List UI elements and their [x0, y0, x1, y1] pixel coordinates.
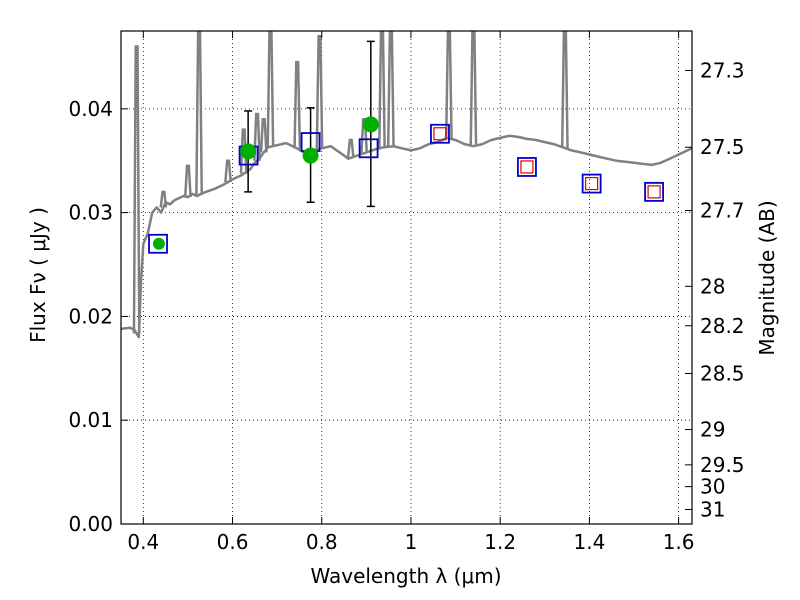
x-tick-label: 0.8	[306, 530, 338, 554]
sed-spike	[259, 117, 268, 153]
y2-tick-label: 27.3	[700, 58, 745, 82]
sed-spike	[444, 31, 453, 139]
sed-spike	[183, 164, 192, 198]
y2-tick-label: 28	[700, 274, 725, 298]
observed-flux-point	[152, 237, 165, 250]
observed-flux-point	[302, 147, 319, 164]
model-photometry-inner-square	[520, 160, 534, 174]
plot-frame	[120, 30, 693, 525]
y-axis-label: Flux Fν ( μJy )	[26, 207, 50, 343]
x-tick-label: 1.4	[573, 530, 605, 554]
y2-tick-label: 27.5	[700, 135, 745, 159]
y2-tick-label: 28.2	[700, 314, 745, 338]
x-tick-label: 0.4	[127, 530, 159, 554]
x-tick-label: 1.2	[484, 530, 516, 554]
y-tick-label: 0.04	[68, 97, 113, 121]
y-tick-label: 0.01	[68, 408, 113, 432]
y2-tick-label: 30	[700, 475, 725, 499]
x-tick-label: 0.6	[217, 530, 249, 554]
x-tick-label: 1.6	[663, 530, 695, 554]
sed-spike	[293, 60, 302, 149]
sed-spike	[560, 31, 569, 149]
sed-spike	[378, 31, 386, 148]
model-photometry-square	[148, 233, 168, 254]
y2-tick-label: 28.5	[700, 362, 745, 386]
sed-spike	[159, 190, 168, 208]
sed-model-line	[121, 134, 692, 339]
y-tick-label: 0.02	[68, 304, 113, 328]
sed-spike	[224, 159, 232, 183]
model-photometry-inner-square	[647, 185, 661, 199]
model-photometry-square	[644, 181, 664, 202]
observed-flux-point	[362, 116, 379, 133]
model-photometry-inner-square	[433, 127, 447, 141]
observed-flux-point	[240, 143, 257, 160]
plot-area: 0.4 0.6 0.8 1 1.2 1.4 1.6 0.00 0.01 0.02 0.03 0.04 2…	[68, 30, 745, 554]
sed-spike	[360, 117, 369, 154]
y2-tick-label: 27.7	[700, 199, 745, 223]
sed-spike	[386, 31, 395, 147]
y-tick-label: 0.03	[68, 201, 113, 225]
model-photometry-square	[517, 157, 537, 177]
sed-spike	[469, 31, 478, 147]
x-axis-label: Wavelength λ (μm)	[310, 564, 501, 588]
model-photometry-square	[358, 138, 379, 159]
sed-spike	[266, 31, 275, 147]
model-photometry-square	[581, 173, 602, 194]
sed-spike	[315, 34, 324, 149]
x-tick-label: 1	[405, 530, 418, 554]
sed-spike	[195, 31, 203, 196]
y-tick-label: 0.00	[68, 512, 113, 536]
y2-tick-label: 29	[700, 418, 725, 442]
data-layer	[121, 31, 692, 339]
y2-tick-label: 29.5	[700, 453, 745, 477]
y2-tick-label: 31	[700, 497, 725, 521]
sed-spike	[132, 45, 141, 334]
sed-spike	[253, 112, 261, 161]
model-photometry-inner-square	[585, 176, 599, 191]
model-photometry-square	[430, 123, 450, 144]
sed-spike	[346, 138, 355, 159]
y2-axis-label: Magnitude (AB)	[755, 200, 779, 355]
